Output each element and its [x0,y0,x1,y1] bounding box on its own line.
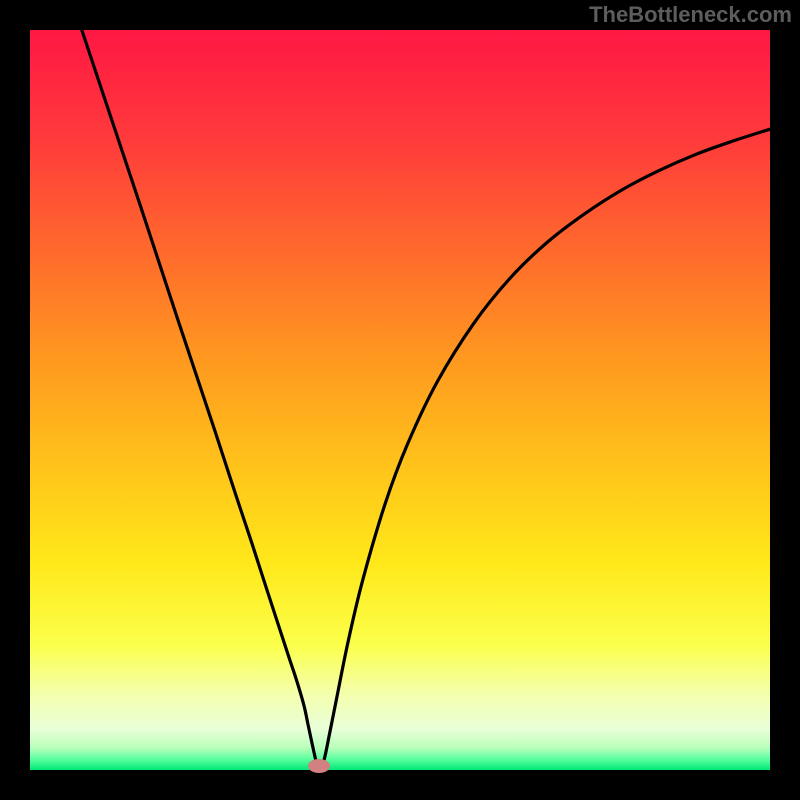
optimal-point-marker [308,759,330,773]
plot-area [30,30,770,770]
chart-container: TheBottleneck.com [0,0,800,800]
watermark-text: TheBottleneck.com [589,2,792,28]
bottleneck-curve [30,30,770,770]
